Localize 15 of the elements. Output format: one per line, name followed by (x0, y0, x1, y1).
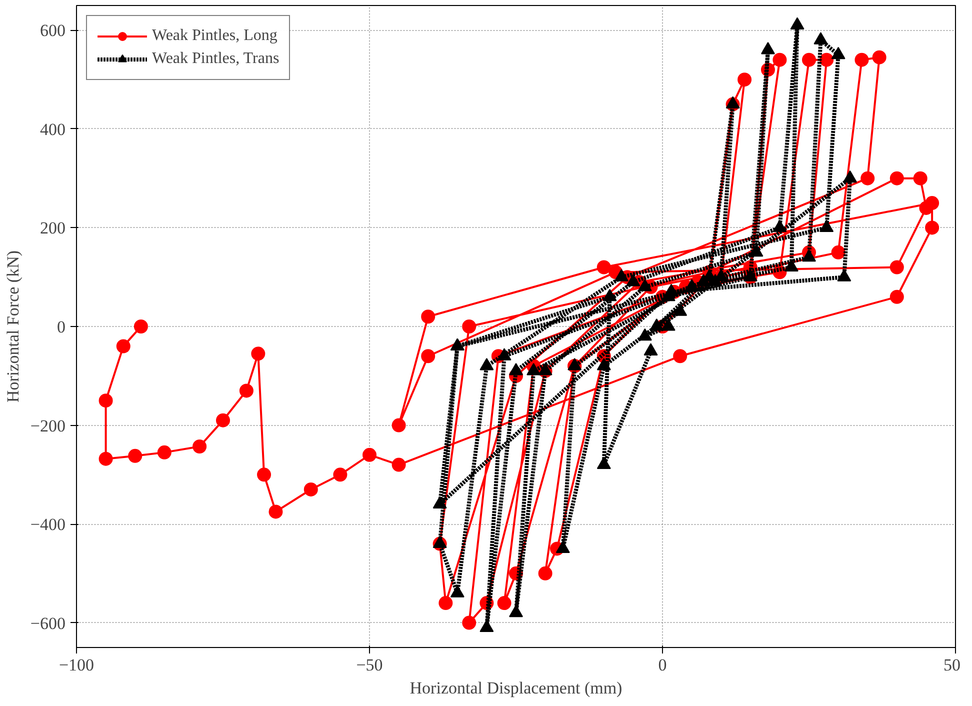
y-tick-label: −400 (30, 515, 66, 534)
legend-label: Weak Pintles, Trans (152, 50, 280, 68)
x-tick-label: −100 (58, 656, 94, 674)
x-tick-label: 0 (658, 656, 667, 674)
y-tick-label: −600 (30, 614, 66, 633)
y-tick-label: −200 (30, 416, 66, 436)
x-tick-label: 50 (944, 656, 960, 674)
x-tick-label: −50 (356, 656, 383, 674)
y-tick-label: 0 (57, 318, 66, 336)
x-axis-title: Horizontal Displacement (mm) (410, 678, 622, 698)
y-tick-label: 600 (40, 21, 66, 40)
y-tick-label: 200 (40, 218, 66, 238)
y-axis-title: Horizontal Force (kN) (3, 250, 22, 402)
y-tick-label: 400 (40, 120, 66, 139)
legend-label: Weak Pintles, Long (152, 27, 278, 45)
